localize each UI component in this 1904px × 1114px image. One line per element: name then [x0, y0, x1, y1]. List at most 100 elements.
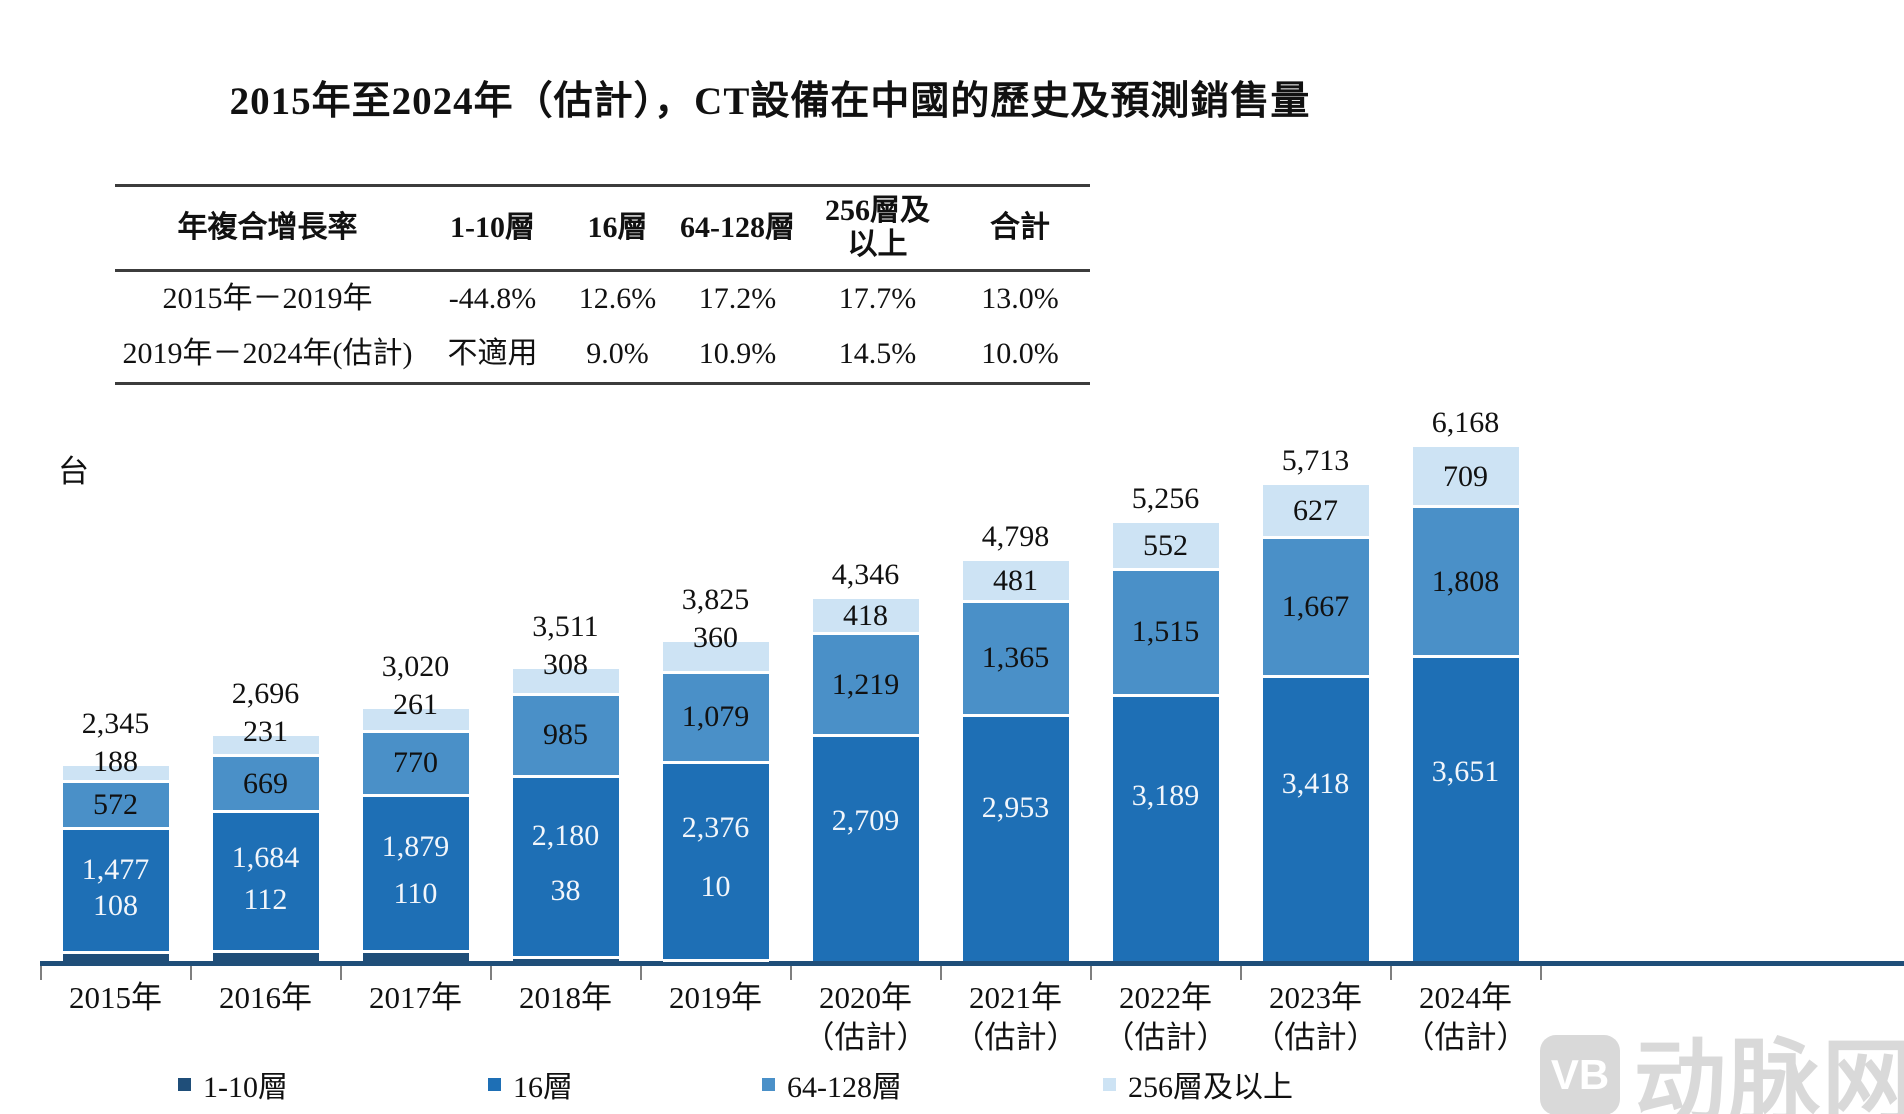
- table-header-total: 合計: [990, 210, 1050, 244]
- legend-label: 16層: [513, 1071, 573, 1104]
- label-256: 231: [243, 715, 288, 749]
- bar-segment-64-128層: [362, 731, 469, 796]
- label-1-10: 112: [243, 882, 288, 916]
- label-total: 3,511: [532, 609, 599, 643]
- watermark-text: 动脉网: [1634, 1032, 1904, 1114]
- label-64-128: 1,365: [981, 641, 1050, 675]
- label-total: 3,825: [681, 583, 750, 617]
- table-header-cagr: 年複合增長率: [177, 210, 358, 244]
- legend-swatch-icon: [1103, 1077, 1116, 1091]
- legend-label: 256層及以上: [1128, 1071, 1293, 1104]
- segment-gap: [962, 713, 1069, 717]
- label-total: 2,345: [81, 706, 150, 740]
- row-period: 2015年－2019年: [162, 282, 373, 316]
- x-axis-tick: [1539, 965, 1542, 980]
- bar-segment-16層: [362, 795, 469, 952]
- bar-segment-256層及以上: [512, 668, 619, 695]
- cagr-table: 年複合增長率 1-10層 16層 64-128層 256層及 以上 合計 201…: [115, 184, 1090, 385]
- bar-segment-64-128層: [1412, 506, 1519, 657]
- label-64-128: 1,667: [1281, 589, 1350, 623]
- label-16: 3,418: [1281, 767, 1350, 801]
- table-header-row: 年複合增長率 1-10層 16層 64-128層 256層及 以上 合計: [115, 187, 1090, 269]
- row-period: 2019年－2024年(估計): [122, 337, 413, 371]
- table-header-1-10: 1-10層: [450, 210, 535, 244]
- segment-gap: [512, 774, 619, 778]
- table-rule-mid: [115, 269, 1090, 272]
- segment-gap: [362, 793, 469, 797]
- row-value-256: 17.7%: [838, 282, 917, 316]
- table-header-64-128: 64-128層: [680, 210, 795, 244]
- x-axis-tick: [489, 965, 492, 980]
- label-16: 3,189: [1131, 779, 1200, 813]
- x-axis-tick: [939, 965, 942, 980]
- segment-gap: [62, 950, 169, 954]
- bar-segment-1-10層: [512, 957, 619, 961]
- bar-segment-64-128層: [662, 672, 769, 763]
- segment-gap: [1412, 504, 1519, 508]
- bar-segment-256層及以上: [212, 736, 319, 756]
- bar-segment-256層及以上: [662, 642, 769, 673]
- label-256: 709: [1443, 459, 1488, 493]
- segment-gap: [1112, 693, 1219, 697]
- legend-swatch-icon: [488, 1077, 501, 1091]
- segment-gap: [662, 958, 769, 962]
- bar-segment-16層: [1412, 656, 1519, 961]
- x-axis-tick: [789, 965, 792, 980]
- label-1-10: 108: [93, 889, 138, 923]
- label-1-10: 38: [550, 873, 581, 907]
- segment-gap: [512, 692, 619, 696]
- label-16: 1,477: [81, 852, 150, 886]
- bar-segment-64-128層: [62, 781, 169, 829]
- label-16: 2,709: [831, 804, 900, 838]
- label-1-10: 110: [393, 876, 438, 910]
- label-256: 627: [1293, 494, 1338, 528]
- bar-segment-64-128層: [962, 601, 1069, 715]
- row-value-16: 12.6%: [578, 282, 657, 316]
- bar-segment-16層: [1112, 695, 1219, 961]
- label-16: 2,953: [981, 791, 1050, 825]
- label-256: 308: [543, 647, 588, 681]
- label-total: 6,168: [1431, 406, 1500, 440]
- segment-gap: [362, 950, 469, 954]
- bar-segment-64-128層: [812, 633, 919, 736]
- legend-label: 64-128層: [787, 1071, 902, 1104]
- label-total: 5,713: [1281, 444, 1350, 478]
- row-value-total: 13.0%: [981, 282, 1059, 316]
- bar-segment-1-10層: [62, 952, 169, 961]
- segment-gap: [512, 956, 619, 960]
- segment-gap: [662, 670, 769, 674]
- segment-gap: [362, 729, 469, 733]
- bar-segment-16層: [812, 735, 919, 961]
- x-axis-label: 2022年 （估計）: [1103, 980, 1228, 1056]
- watermark-logo-icon: VB: [1540, 1034, 1620, 1114]
- bar-segment-64-128層: [212, 755, 319, 812]
- segment-gap: [212, 754, 319, 758]
- row-value-1-10: 不適用: [447, 337, 538, 371]
- x-axis-tick: [39, 965, 42, 980]
- x-axis-tick: [189, 965, 192, 980]
- bar-segment-16層: [62, 828, 169, 952]
- table-rule-top: [115, 184, 1090, 187]
- bar-segment-16層: [962, 715, 1069, 961]
- table-header-256: 256層及 以上: [825, 193, 930, 262]
- row-value-total: 10.0%: [981, 337, 1059, 371]
- label-64-128: 1,515: [1131, 615, 1200, 649]
- label-16: 1,684: [231, 840, 300, 874]
- x-axis-label: 2024年 （估計）: [1403, 980, 1528, 1056]
- x-axis-label: 2023年 （估計）: [1253, 980, 1378, 1056]
- bar-segment-1-10層: [212, 951, 319, 961]
- label-64-128: 1,079: [681, 700, 750, 734]
- label-256: 188: [93, 744, 138, 778]
- label-16: 2,180: [531, 819, 600, 853]
- x-axis-label: 2020年 （估計）: [803, 980, 928, 1056]
- label-256: 261: [393, 688, 438, 722]
- table-header-16: 16層: [587, 210, 648, 244]
- label-256: 552: [1143, 529, 1188, 563]
- legend-item: 16層: [488, 1062, 573, 1106]
- x-axis-label: 2017年: [369, 980, 462, 1015]
- table-rule-bottom: [115, 382, 1090, 385]
- segment-gap: [1112, 567, 1219, 571]
- chart-title: 2015年至2024年（估計），CT設備在中國的歷史及預測銷售量: [229, 80, 1311, 123]
- label-1-10: 10: [700, 869, 731, 903]
